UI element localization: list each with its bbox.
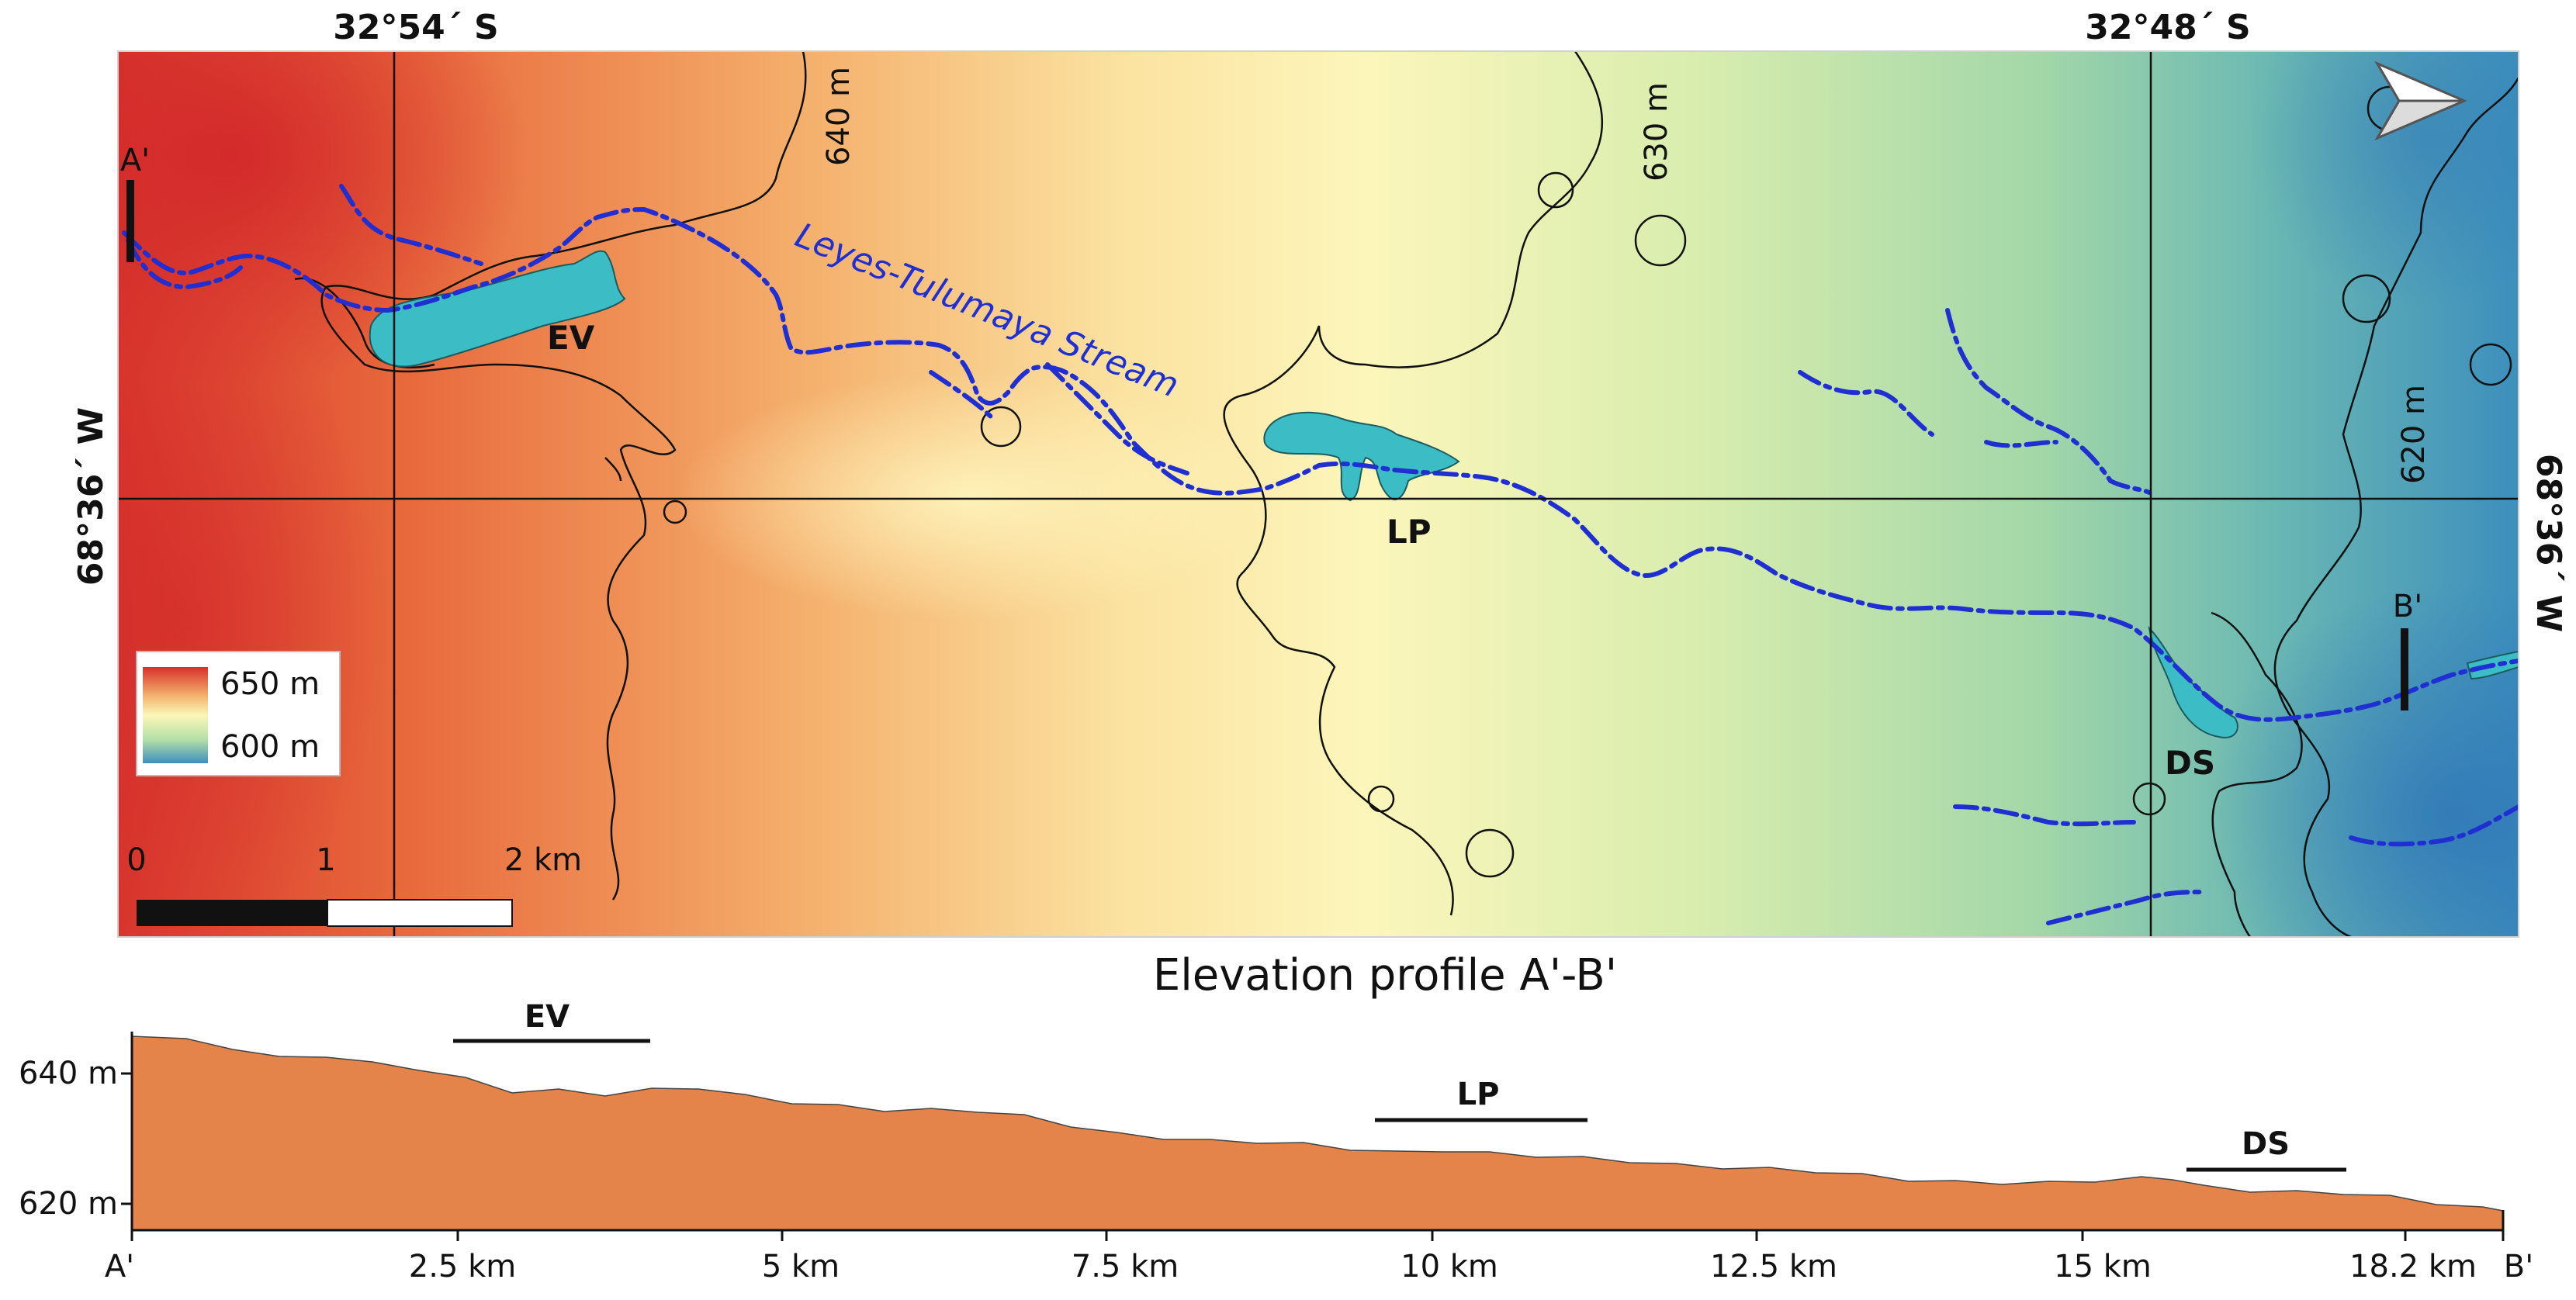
- tributary: [1953, 804, 2136, 827]
- tributary: [1798, 370, 1934, 437]
- contour-depression: [663, 500, 687, 524]
- profile-title: Elevation profile A'-B': [1153, 950, 1617, 1001]
- map-frame: [117, 50, 2519, 938]
- contour-lines: [294, 51, 2519, 937]
- tributary: [929, 370, 995, 421]
- x-tick-label-2-5: 2.5 km: [409, 1249, 516, 1284]
- contour-depression: [1465, 828, 1515, 878]
- y-tick-label-620: 620 m: [19, 1186, 118, 1222]
- contour-depression: [2132, 782, 2166, 816]
- contour-depression: [2342, 274, 2391, 323]
- feature-label-ds: DS: [2165, 744, 2215, 782]
- segment-label-ev: EV: [525, 999, 570, 1035]
- coord-right: 68°36´ W: [2529, 454, 2568, 632]
- contour-depression: [1367, 785, 1395, 813]
- x-tick-label-5: 5 km: [762, 1249, 840, 1284]
- profile-segments: [453, 1039, 2346, 1172]
- coord-left: 68°36´ W: [71, 407, 111, 586]
- contour-label-630: 630 m: [1639, 82, 1674, 182]
- coord-top-left: 32°54´ S: [333, 8, 498, 47]
- x-tick-label-end: B': [2504, 1249, 2533, 1284]
- x-tick-label-start: A': [105, 1249, 134, 1284]
- x-tick-label-10: 10 km: [1401, 1249, 1498, 1284]
- scale-segment-black: [137, 900, 327, 926]
- elevation-profile: Elevation profile A'-B' 640 m 620 m A' 2…: [19, 950, 2533, 1284]
- water-lp: [1263, 411, 1460, 502]
- contour-640-island: [604, 457, 622, 482]
- x-tick-label-15: 15 km: [2054, 1249, 2152, 1284]
- scale-bar: 0 1 2 km: [126, 842, 582, 927]
- x-tick-label-7-5: 7.5 km: [1072, 1249, 1179, 1284]
- scale-label-2: 2 km: [504, 842, 582, 878]
- segment-label-lp: LP: [1457, 1077, 1500, 1112]
- contour-depression: [1537, 171, 1574, 209]
- feature-label-lp: LP: [1387, 513, 1432, 551]
- valley-patch: [675, 372, 1265, 621]
- high-elevation-patch: [118, 295, 388, 937]
- coord-top-right: 32°48´ S: [2085, 8, 2250, 47]
- y-tick-label-640: 640 m: [19, 1056, 118, 1091]
- streams: [122, 184, 2519, 925]
- contour-depression: [1634, 214, 1687, 267]
- x-tick-label-12-5: 12.5 km: [1710, 1249, 1837, 1284]
- tributary: [1045, 362, 1189, 475]
- legend-max-label: 650 m: [220, 666, 320, 702]
- tributary: [2349, 804, 2519, 847]
- scale-segment-white: [327, 899, 513, 927]
- legend-colorbar: [143, 667, 208, 763]
- contour-label-640: 640 m: [821, 67, 857, 166]
- scale-label-1: 1: [316, 842, 335, 878]
- elevation-map: [118, 51, 2519, 937]
- legend: 650 m 600 m: [136, 651, 341, 776]
- profile-end-label: B': [2393, 589, 2422, 624]
- tributary: [126, 238, 243, 290]
- tributary: [339, 184, 483, 266]
- legend-min-label: 600 m: [220, 729, 320, 765]
- segment-label-ds: DS: [2242, 1126, 2290, 1162]
- contour-620: [2273, 77, 2519, 937]
- x-tick-label-18-2: 18.2 km: [2349, 1249, 2477, 1284]
- profile-area: [131, 1036, 2504, 1231]
- tributary: [2046, 890, 2206, 925]
- scale-label-0: 0: [126, 842, 146, 878]
- low-elevation-patch: [2204, 582, 2519, 937]
- north-arrow-icon: [2374, 61, 2467, 141]
- graticule: [118, 51, 2519, 937]
- x-ticks: [130, 1230, 2407, 1241]
- profile-start-label: A': [120, 143, 150, 178]
- contour-630: [1223, 51, 1603, 916]
- contour-label-620: 620 m: [2396, 385, 2432, 484]
- contour-depression: [980, 406, 1022, 448]
- contour-depression: [2469, 343, 2512, 386]
- tributary: [1984, 440, 2058, 448]
- main-stream: [122, 206, 2519, 722]
- contour-640: [320, 51, 807, 901]
- tributary: [1945, 308, 2152, 495]
- feature-label-ev: EV: [547, 319, 595, 357]
- low-elevation-patch: [2250, 51, 2519, 310]
- contour-620-b: [2211, 611, 2303, 937]
